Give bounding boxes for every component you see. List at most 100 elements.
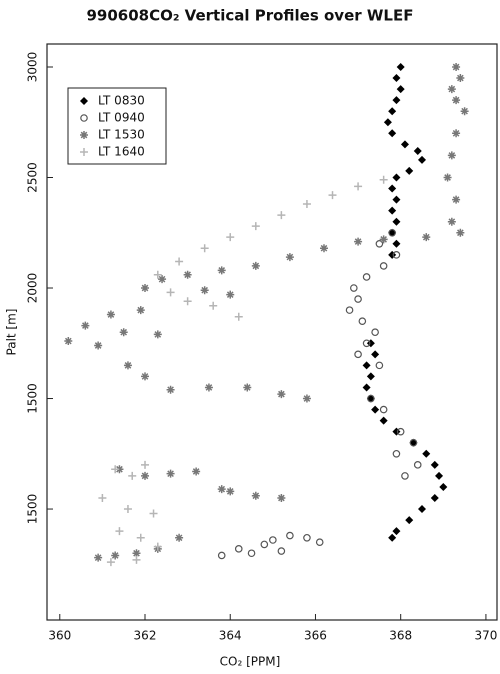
data-point xyxy=(251,491,260,500)
x-tick-label: 370 xyxy=(474,629,497,643)
data-point xyxy=(392,251,401,259)
data-point xyxy=(106,310,115,319)
data-point xyxy=(366,372,375,381)
data-point xyxy=(435,471,444,480)
data-point xyxy=(243,383,252,392)
legend-label: LT 0940 xyxy=(98,111,145,125)
data-point xyxy=(132,555,141,564)
data-point xyxy=(141,471,150,480)
plot-frame xyxy=(46,43,498,621)
data-point xyxy=(388,107,397,116)
data-point xyxy=(367,394,375,403)
data-point xyxy=(371,405,380,414)
data-point xyxy=(302,200,311,209)
data-point xyxy=(123,361,132,370)
data-point xyxy=(286,531,294,540)
data-point xyxy=(405,516,414,525)
data-point xyxy=(303,533,311,542)
data-point xyxy=(149,509,158,518)
data-point xyxy=(460,107,469,116)
data-point xyxy=(443,173,452,182)
data-point xyxy=(392,527,401,536)
data-point xyxy=(277,547,286,555)
data-point xyxy=(379,235,388,244)
data-point xyxy=(315,538,324,546)
data-point xyxy=(166,385,175,394)
data-point xyxy=(277,493,286,502)
x-tick-label: 364 xyxy=(219,629,242,643)
data-point xyxy=(141,372,150,381)
data-point xyxy=(183,297,192,306)
data-point xyxy=(183,270,192,279)
data-point xyxy=(226,487,235,496)
data-point xyxy=(392,96,401,105)
data-point xyxy=(418,155,426,164)
data-point xyxy=(234,312,243,321)
data-point xyxy=(447,217,456,226)
y-tick-label: 3000 xyxy=(26,52,40,83)
legend-label: LT 1530 xyxy=(98,128,145,142)
data-point xyxy=(392,74,401,83)
data-point xyxy=(302,394,311,403)
data-point xyxy=(136,533,145,542)
x-tick-label: 368 xyxy=(389,629,412,643)
data-point xyxy=(388,228,396,237)
data-point xyxy=(362,383,371,392)
data-point xyxy=(383,118,392,127)
data-point xyxy=(405,166,414,175)
x-axis-label: CO₂ [PPM] xyxy=(220,655,281,669)
data-point xyxy=(388,206,397,215)
data-point xyxy=(226,290,235,299)
data-point xyxy=(123,505,132,514)
data-point xyxy=(217,551,226,560)
data-point xyxy=(413,146,422,155)
data-point xyxy=(209,301,218,310)
data-point xyxy=(115,465,124,474)
legend-marker xyxy=(80,148,88,156)
data-point xyxy=(192,467,201,476)
data-point xyxy=(354,295,362,303)
data-point xyxy=(128,471,137,480)
data-point xyxy=(375,361,384,370)
data-point xyxy=(422,449,431,458)
data-point xyxy=(456,74,465,83)
data-point xyxy=(277,390,286,399)
data-point xyxy=(247,549,256,558)
data-point xyxy=(362,273,371,281)
data-point xyxy=(119,328,128,337)
data-point xyxy=(350,284,358,292)
data-point xyxy=(362,361,371,370)
data-point xyxy=(115,527,124,536)
data-point xyxy=(379,175,388,184)
data-point xyxy=(392,217,401,226)
data-point xyxy=(94,553,103,562)
data-point xyxy=(396,62,405,71)
data-point xyxy=(64,337,73,346)
data-point xyxy=(409,438,418,447)
data-point xyxy=(439,482,448,491)
data-point xyxy=(166,469,175,478)
data-point xyxy=(362,339,371,348)
data-point xyxy=(430,493,439,502)
data-point xyxy=(153,542,162,551)
data-point xyxy=(141,460,150,469)
data-point xyxy=(106,558,115,567)
data-point xyxy=(200,286,209,295)
x-tick-label: 360 xyxy=(48,629,71,643)
legend-marker xyxy=(80,131,88,139)
data-point xyxy=(81,321,90,330)
data-point xyxy=(175,533,184,542)
data-point xyxy=(277,211,286,220)
data-point xyxy=(379,262,388,270)
data-point xyxy=(379,405,388,414)
data-point xyxy=(141,284,150,293)
data-point xyxy=(285,253,294,262)
data-point xyxy=(251,261,260,270)
data-point xyxy=(396,427,405,436)
data-point xyxy=(226,233,235,242)
y-tick-label: 1500 xyxy=(26,383,40,414)
data-point xyxy=(166,288,175,297)
y-tick-label: 2000 xyxy=(26,273,40,304)
data-point xyxy=(456,228,465,237)
